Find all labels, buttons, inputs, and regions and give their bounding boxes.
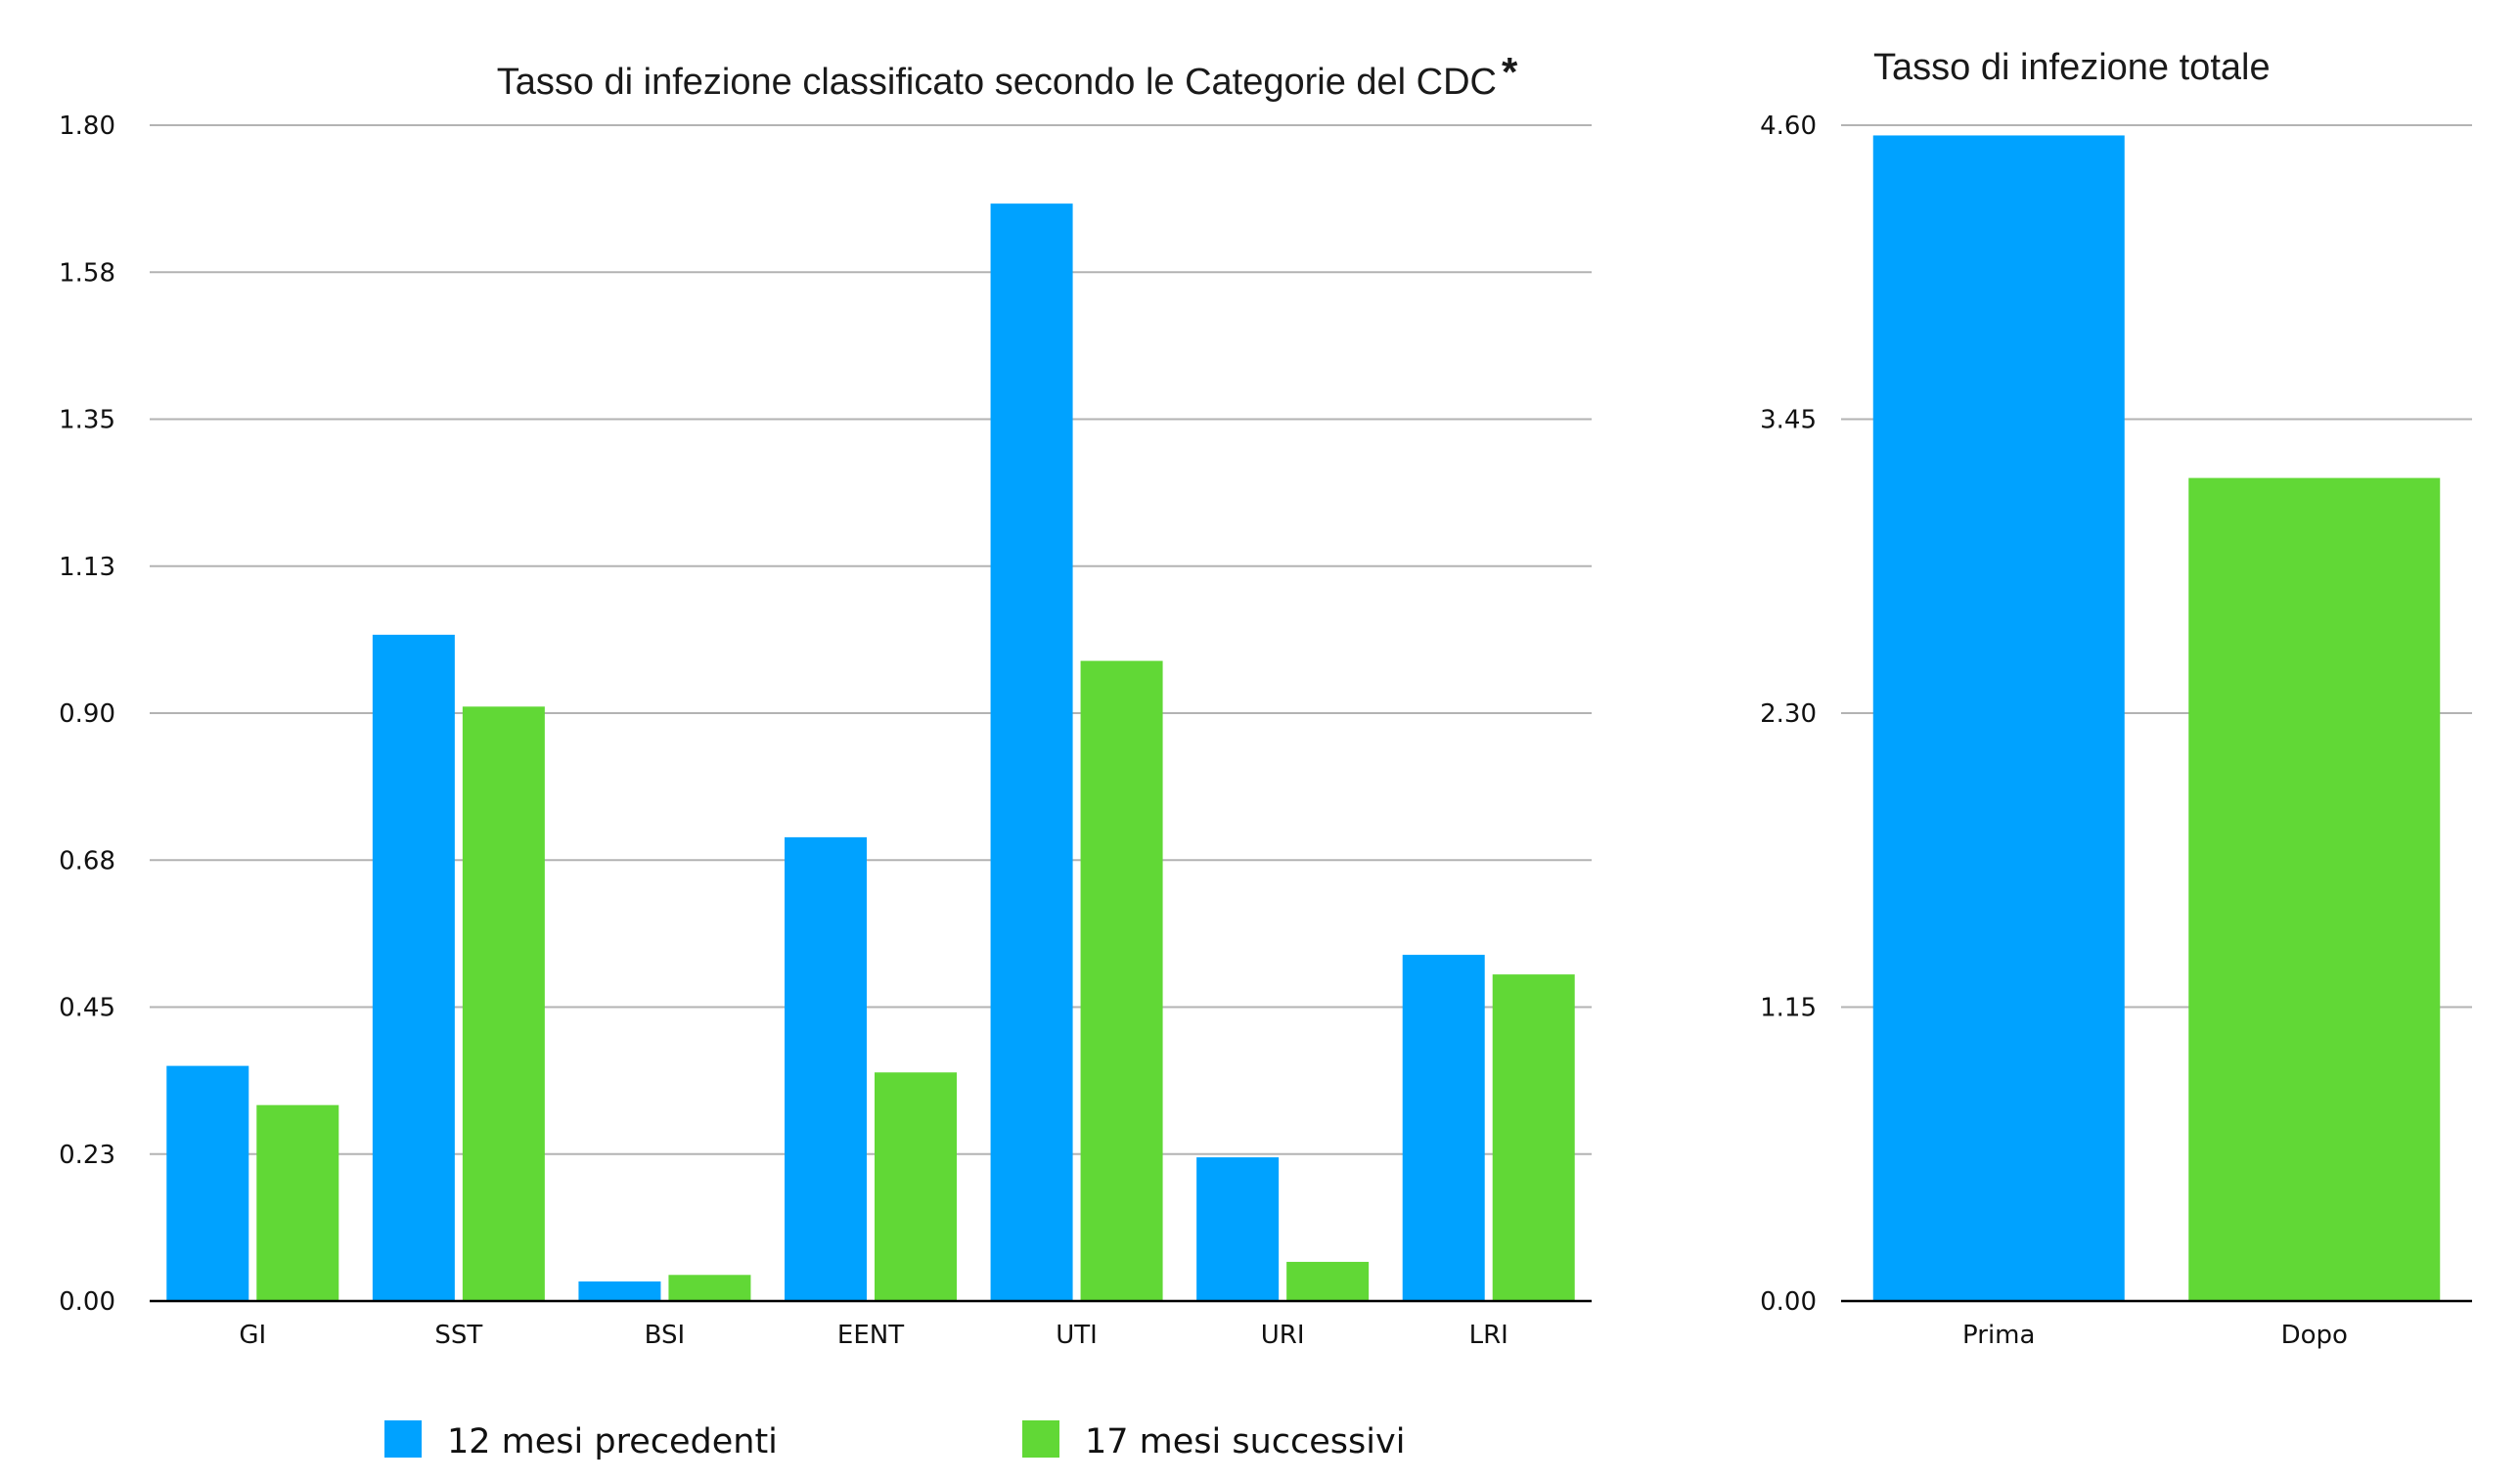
bar-sst-17-mesi-successivi: [462, 706, 545, 1301]
bar-uri-12-mesi-precedenti: [1196, 1157, 1280, 1301]
chart1-title: Tasso di infezione classificato secondo …: [497, 62, 1497, 103]
chart1-x-tick-label-lri: LRI: [1469, 1321, 1508, 1350]
bar-dopo: [2188, 477, 2441, 1302]
chart2-x-axis: Prima Dopo: [1962, 1321, 2348, 1350]
chart1-x-tick-label-eent: EENT: [837, 1321, 904, 1350]
chart1-x-tick-label-uti: UTI: [1056, 1321, 1098, 1350]
bar-uti-12-mesi-precedenti: [990, 203, 1073, 1302]
chart1-y-tick-label: 1.35: [59, 406, 115, 435]
legend-label-12-mesi-precedenti: 12 mesi precedenti: [447, 1422, 778, 1461]
chart1-x-tick-label-uri: URI: [1261, 1321, 1305, 1350]
chart2-title: Tasso di infezione totale: [1873, 47, 2271, 88]
chart1-y-tick-label: 0.45: [59, 994, 115, 1023]
bar-uri-17-mesi-successivi: [1286, 1261, 1370, 1301]
chart2-y-tick-label: 4.60: [1760, 112, 1817, 141]
legend-item-12-mesi-precedenti: 12 mesi precedenti: [384, 1420, 778, 1461]
chart2-y-tick-label: 1.15: [1760, 994, 1817, 1023]
chart1-x-tick-label-bsi: BSI: [645, 1321, 686, 1350]
bar-eent-17-mesi-successivi: [875, 1072, 957, 1301]
legend-item-17-mesi-successivi: 17 mesi successivi: [1022, 1420, 1405, 1461]
legend-swatch-12-mesi-precedenti: [384, 1420, 422, 1458]
chart1-legend: 12 mesi precedenti 17 mesi successivi: [384, 1420, 1405, 1461]
chart1-y-tick-label: 1.13: [59, 553, 115, 582]
bar-sst-12-mesi-precedenti: [372, 634, 455, 1301]
chart2-y-axis: 0.00 1.15 2.30 3.45 4.60: [1760, 112, 1817, 1317]
chart1-y-axis: 0.00 0.23 0.45 0.68 0.90 1.13 1.35 1.58 1.80: [59, 112, 115, 1317]
chart1-x-axis: GI SST BSI EENT UTI URI LRI: [239, 1321, 1508, 1350]
bar-prima: [1872, 135, 2125, 1302]
chart-infection-by-category: Tasso di infezione classificato secondo …: [59, 49, 1592, 1461]
legend-label-17-mesi-successivi: 17 mesi successivi: [1085, 1422, 1405, 1461]
legend-swatch-17-mesi-successivi: [1022, 1420, 1059, 1458]
bar-eent-12-mesi-precedenti: [785, 836, 867, 1301]
chart1-x-tick-label-sst: SST: [434, 1321, 482, 1350]
chart-total-infection-rate: Tasso di infezione totale 0.00 1.15 2.30 3.…: [1760, 47, 2472, 1350]
chart2-y-tick-label: 2.30: [1760, 699, 1817, 729]
chart1-title-asterisk: *: [1502, 49, 1518, 95]
chart2-y-tick-label: 3.45: [1760, 406, 1817, 435]
bar-gi-12-mesi-precedenti: [166, 1065, 249, 1301]
chart1-y-tick-label: 1.80: [59, 112, 115, 141]
chart1-y-tick-label: 0.68: [59, 846, 115, 876]
chart2-x-tick-label-dopo: Dopo: [2281, 1321, 2348, 1350]
bar-bsi-17-mesi-successivi: [668, 1275, 751, 1301]
chart1-y-tick-label: 0.00: [59, 1287, 115, 1317]
chart2-bars: [1872, 135, 2441, 1302]
bar-lri-12-mesi-precedenti: [1402, 955, 1485, 1301]
bar-gi-17-mesi-successivi: [256, 1104, 339, 1301]
chart1-gridlines: [150, 124, 1592, 1155]
chart1-y-tick-label: 1.58: [59, 258, 115, 288]
bar-bsi-12-mesi-precedenti: [578, 1281, 661, 1301]
chart1-bars: [166, 203, 1575, 1302]
chart1-y-tick-label: 0.90: [59, 699, 115, 729]
chart1-y-tick-label: 0.23: [59, 1141, 115, 1170]
bar-lri-17-mesi-successivi: [1492, 974, 1575, 1301]
chart2-x-tick-label-prima: Prima: [1962, 1321, 2035, 1350]
bar-uti-17-mesi-successivi: [1080, 660, 1163, 1301]
chart1-x-tick-label-gi: GI: [239, 1321, 266, 1350]
chart2-y-tick-label: 0.00: [1760, 1287, 1817, 1317]
